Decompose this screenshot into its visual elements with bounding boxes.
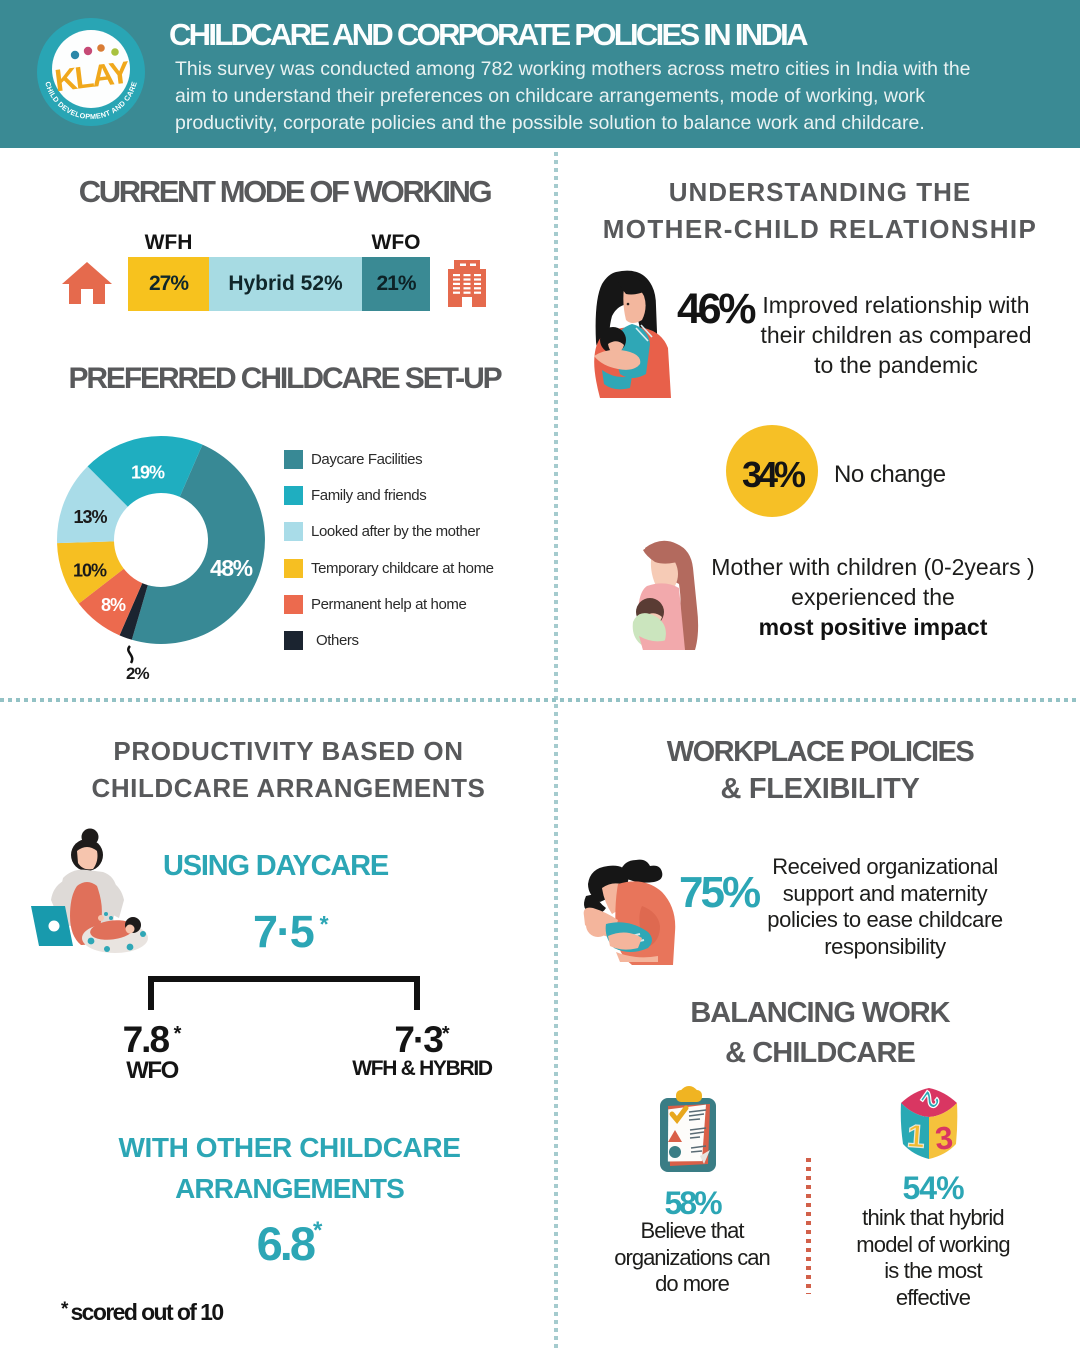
svg-text:3: 3	[934, 1119, 955, 1156]
svg-text:19%: 19%	[131, 463, 165, 483]
svg-text:13%: 13%	[74, 507, 108, 527]
svg-text:48%: 48%	[210, 555, 253, 581]
svg-text:10%: 10%	[73, 561, 107, 581]
svg-text:2%: 2%	[126, 664, 149, 683]
svg-text:1: 1	[906, 1117, 926, 1154]
svg-text:8%: 8%	[101, 595, 126, 615]
